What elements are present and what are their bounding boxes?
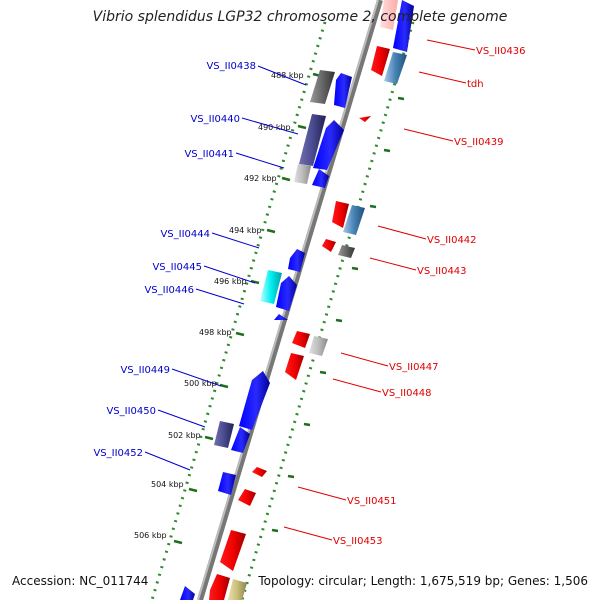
gene-arrow	[371, 46, 390, 76]
map-title: Vibrio splendidus LGP32 chromosome 2, co…	[92, 9, 508, 25]
tick-label: 504 kbp	[151, 480, 184, 489]
gene-label: VS_II0453	[333, 536, 383, 547]
gene-arrow	[239, 371, 270, 430]
tick-label: 506 kbp	[134, 531, 167, 540]
gene-arrow	[359, 116, 371, 122]
tick-label: 500 kbp	[184, 379, 217, 388]
gene-label: VS_II0451	[347, 496, 397, 507]
gene-arrow	[313, 120, 344, 170]
tick-marks	[173, 72, 322, 545]
gene-arrow	[380, 0, 398, 30]
gene-arrow	[220, 530, 246, 571]
outer-dotted-ring	[240, 21, 415, 601]
gene-label: VS_II0450	[106, 406, 156, 417]
tick-label: 488 kbp	[271, 71, 304, 80]
forward-genes	[180, 70, 352, 600]
gene-arrow	[288, 249, 305, 272]
gene-label: VS_II0438	[206, 61, 256, 72]
gene-arrow	[228, 579, 247, 600]
gene-label: VS_II0436	[476, 46, 526, 57]
gene-label: VS_II0449	[120, 365, 170, 376]
tick-label: 496 kbp	[214, 277, 247, 286]
gene-label: VS_II0441	[184, 149, 234, 160]
gene-arrow	[310, 70, 335, 104]
gene-arrow	[299, 114, 326, 166]
gene-arrow	[276, 276, 297, 311]
forward-labels: VS_II0438 VS_II0440 VS_II0441 VS_II0444 …	[93, 61, 256, 459]
gene-arrow	[334, 73, 352, 108]
gene-label: VS_II0445	[152, 262, 202, 273]
gene-label: VS_II0447	[389, 362, 439, 373]
gene-arrow	[312, 169, 329, 188]
genome-summary-text: Topology: circular; Length: 1,675,519 bp…	[256, 574, 590, 588]
gene-label: VS_II0440	[190, 114, 240, 125]
gene-arrow	[274, 314, 288, 320]
reverse-genes	[209, 0, 414, 600]
reverse-callouts	[283, 39, 476, 541]
gene-label: VS_II0443	[417, 266, 467, 277]
gene-arrow	[338, 245, 355, 258]
gene-arrow	[209, 574, 230, 600]
gene-arrow	[384, 52, 407, 84]
gene-label: VS_II0446	[144, 285, 194, 296]
gene-label: VS_II0439	[454, 137, 504, 148]
gene-arrow	[252, 467, 267, 477]
gene-arrow	[285, 353, 304, 380]
gene-arrow	[294, 164, 311, 184]
gene-label: tdh	[467, 79, 484, 90]
gene-arrow	[343, 205, 365, 235]
gene-label: VS_II0444	[160, 229, 210, 240]
gene-label: VS_II0442	[427, 235, 477, 246]
gene-arrow	[180, 586, 195, 600]
tick-label: 494 kbp	[229, 226, 262, 235]
gene-label: VS_II0448	[382, 388, 432, 399]
gene-arrow	[292, 331, 310, 348]
gene-arrow	[218, 472, 236, 495]
gene-arrow	[231, 427, 250, 453]
forward-callouts	[144, 65, 307, 471]
gene-arrow	[238, 489, 256, 506]
tick-label: 498 kbp	[199, 328, 232, 337]
gene-label: VS_II0452	[93, 448, 143, 459]
tick-label: 502 kbp	[168, 431, 201, 440]
gene-arrow	[260, 270, 282, 304]
gene-arrow	[393, 0, 414, 52]
reverse-labels: VS_II0436 tdh VS_II0439 VS_II0442 VS_II0…	[333, 46, 526, 547]
tick-label: 492 kbp	[244, 174, 277, 183]
inner-dotted-ring	[150, 21, 327, 601]
gene-arrow	[309, 336, 328, 356]
gene-arrow	[214, 421, 234, 448]
gene-arrow	[332, 201, 349, 228]
gene-arrow	[322, 239, 336, 252]
accession-text: Accession: NC_011744	[10, 574, 151, 588]
